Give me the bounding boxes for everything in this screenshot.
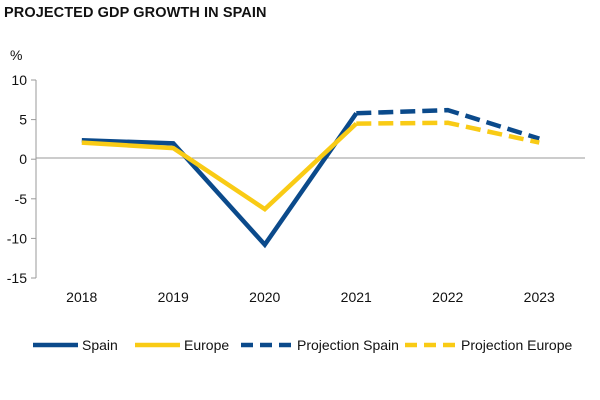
legend-label-projection-spain: Projection Spain [297,337,399,353]
x-tick-label: 2019 [158,289,189,305]
legend-label-europe: Europe [184,337,229,353]
y-tick-label: -10 [7,230,27,246]
series-line-europe [81,121,358,212]
x-tick-label: 2020 [249,289,280,305]
y-tick-label: 0 [19,151,27,167]
legend-label-projection-europe: Projection Europe [461,337,573,353]
series-line-projection-spain [356,107,540,141]
x-tick-label: 2022 [432,289,463,305]
y-tick-label: 10 [11,72,27,88]
chart-title: PROJECTED GDP GROWTH IN SPAIN [4,5,267,21]
y-tick-label: -15 [7,270,27,286]
series-line-spain [81,112,359,249]
x-tick-label: 2023 [524,289,555,305]
x-tick-label: 2018 [66,289,97,305]
x-tick-label: 2021 [341,289,372,305]
legend-label-spain: Spain [82,337,118,353]
y-tick-label: 5 [19,112,27,128]
y-axis-label: % [10,47,22,63]
series-line-projection-europe [356,120,540,145]
y-tick-label: -5 [15,191,28,207]
